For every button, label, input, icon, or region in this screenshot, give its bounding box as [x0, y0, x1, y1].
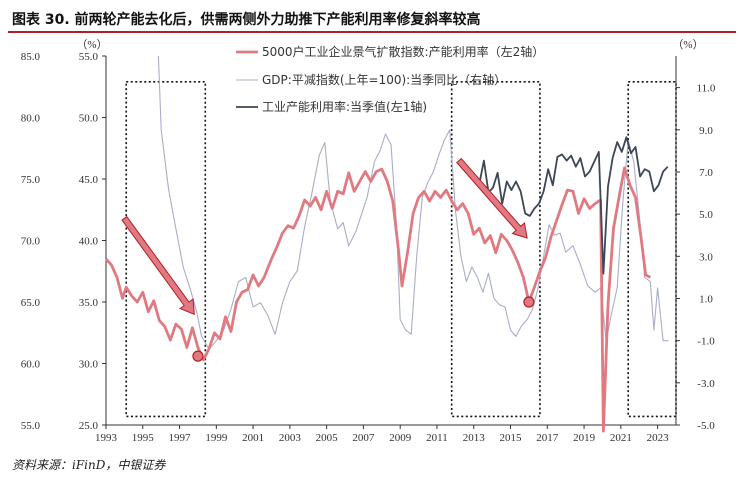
y-left-inner-tick-label: 35.0	[79, 297, 99, 309]
x-tick-label: 2015	[500, 432, 523, 444]
y-right-tick-label: 1.0	[699, 293, 713, 305]
y-right-tick-label: 5.0	[699, 209, 713, 221]
x-tick-label: 2011	[426, 432, 448, 444]
source-note: 资料来源：iFinD，中银证券	[12, 456, 165, 473]
y-left-outer-tick-label: 85.0	[21, 51, 41, 63]
circle-marker	[193, 351, 203, 361]
y-left-outer-tick-label: 55.0	[21, 420, 41, 432]
y-left-inner-tick-label: 45.0	[79, 174, 99, 186]
markers	[193, 297, 534, 361]
y-right-tick-label: -1.0	[697, 336, 715, 348]
trend-arrow	[457, 159, 527, 238]
x-tick-label: 2017	[536, 432, 559, 444]
trend-arrows	[122, 159, 527, 315]
legend: 5000户工业企业景气扩散指数:产能利用率（左2轴） GDP:平减指数(上年=10…	[236, 44, 544, 114]
x-tick-label: 2001	[242, 432, 264, 444]
y-left-inner-tick-label: 40.0	[79, 236, 99, 248]
y-left-outer-tick-label: 65.0	[21, 297, 41, 309]
x-tick-label: 2013	[463, 432, 486, 444]
legend-utilization-label: 工业产能利用率:当季值(左1轴)	[262, 99, 427, 114]
y-left-outer-tick-label: 60.0	[21, 359, 41, 371]
y-left-inner-tick-label: 30.0	[79, 359, 99, 371]
period-boxes	[126, 82, 676, 417]
x-tick-label: 2019	[573, 432, 596, 444]
y-right-tick-label: -3.0	[697, 378, 715, 390]
circle-marker	[524, 297, 534, 307]
x-tick-label: 2023	[647, 432, 670, 444]
y-right-unit: （%）	[672, 38, 703, 51]
period-box	[126, 82, 205, 417]
y-left-inner-tick-label: 50.0	[79, 113, 99, 125]
y-left-outer-tick-label: 80.0	[21, 113, 41, 125]
y-right-tick-label: 11.0	[697, 83, 716, 95]
x-tick-label: 2003	[279, 432, 302, 444]
x-tick-label: 2005	[316, 432, 339, 444]
y-right-tick-label: 9.0	[699, 125, 713, 137]
y-left-unit: （%）	[76, 38, 107, 51]
y-right-tick-label: 3.0	[699, 251, 713, 263]
y-right-tick-label: 7.0	[699, 167, 713, 179]
y-left-outer-tick-label: 75.0	[21, 174, 41, 186]
x-tick-label: 1993	[95, 432, 118, 444]
y-left-outer-tick-label: 70.0	[21, 236, 41, 248]
y-left-inner-tick-label: 55.0	[79, 51, 99, 63]
period-box	[628, 82, 676, 417]
y-left-inner-tick-label: 25.0	[79, 420, 99, 432]
x-tick-label: 1995	[132, 432, 155, 444]
x-tick-label: 2007	[352, 432, 375, 444]
y-right-tick-label: -5.0	[697, 420, 715, 432]
legend-diffusion-label: 5000户工业企业景气扩散指数:产能利用率（左2轴）	[262, 44, 544, 59]
x-tick-label: 1999	[205, 432, 228, 444]
x-tick-label: 2021	[610, 432, 632, 444]
legend-gdp-deflator-label: GDP:平减指数(上年=100):当季同比（右轴）	[262, 72, 506, 87]
x-tick-label: 1997	[169, 432, 192, 444]
x-tick-label: 2009	[389, 432, 412, 444]
